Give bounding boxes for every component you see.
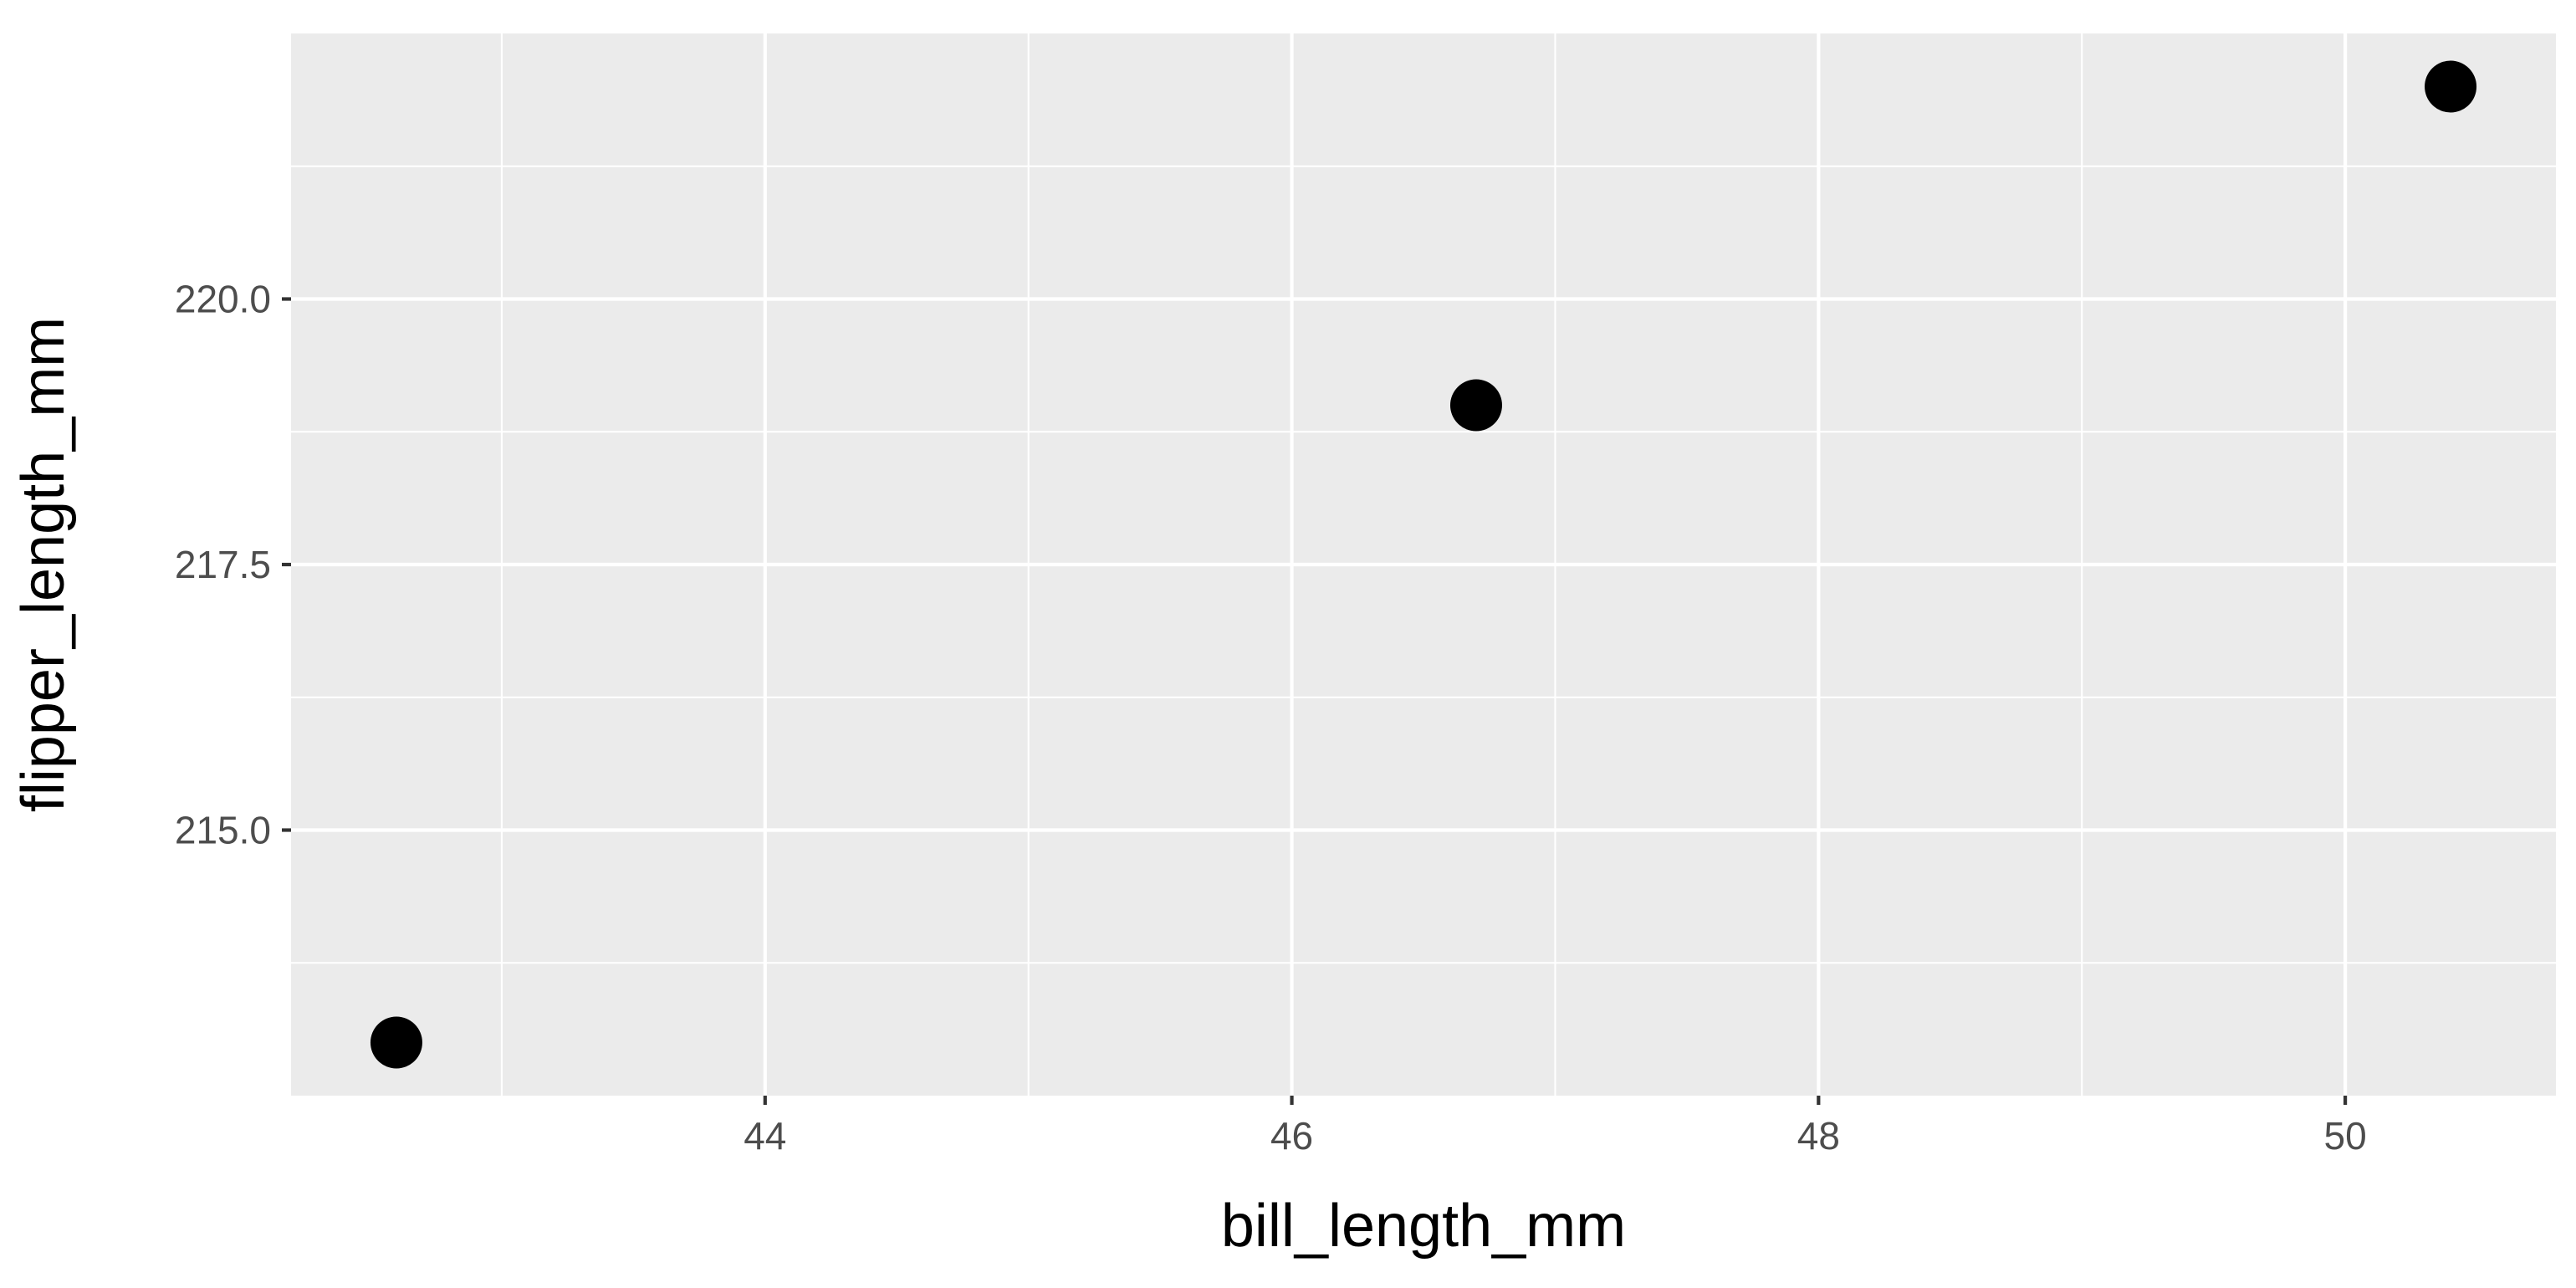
major-gridlines <box>291 33 2556 1096</box>
x-tick-label: 50 <box>2324 1114 2367 1158</box>
y-tick-label: 220.0 <box>175 278 271 321</box>
x-axis-ticks: 44 46 48 50 <box>744 1096 2367 1158</box>
x-tick-label: 48 <box>1797 1114 1840 1158</box>
y-tick-label: 215.0 <box>175 809 271 852</box>
x-tick-label: 46 <box>1270 1114 1313 1158</box>
data-point <box>2425 60 2477 113</box>
y-axis-title: flipper_length_mm <box>10 317 77 812</box>
data-point <box>1449 379 1502 432</box>
x-tick-label: 44 <box>744 1114 786 1158</box>
data-points <box>370 60 2477 1069</box>
y-tick-label: 217.5 <box>175 543 271 586</box>
y-axis-ticks: 215.0 217.5 220.0 <box>175 278 291 852</box>
data-point <box>370 1016 422 1069</box>
x-axis-title: bill_length_mm <box>1221 1193 1626 1260</box>
